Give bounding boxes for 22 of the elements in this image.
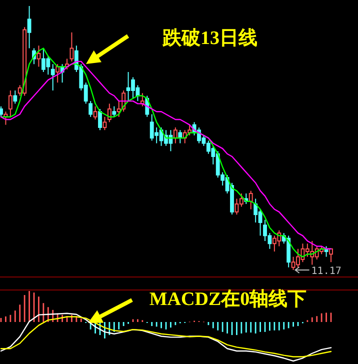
candlestick [93, 106, 98, 120]
candlestick [173, 126, 178, 144]
annotation: 11.17 [311, 266, 342, 277]
candlestick [56, 64, 60, 84]
annotation: 跌破13日线 [162, 27, 258, 49]
candlestick [98, 108, 102, 131]
candlestick [248, 190, 253, 210]
candlestick [178, 130, 182, 144]
candlestick [107, 103, 112, 123]
candlestick [8, 90, 12, 118]
candlestick [0, 106, 3, 118]
candlestick [50, 64, 55, 91]
candlestick [36, 45, 41, 68]
candlestick [70, 32, 74, 62]
candlestick [254, 198, 258, 223]
candlestick [13, 90, 18, 104]
candlestick [27, 6, 32, 49]
annotation: MACDZ在0轴线下 [149, 288, 307, 310]
candlestick [88, 100, 93, 118]
candlestick [102, 116, 107, 131]
candlestick [329, 248, 333, 263]
candlestick [112, 106, 116, 118]
